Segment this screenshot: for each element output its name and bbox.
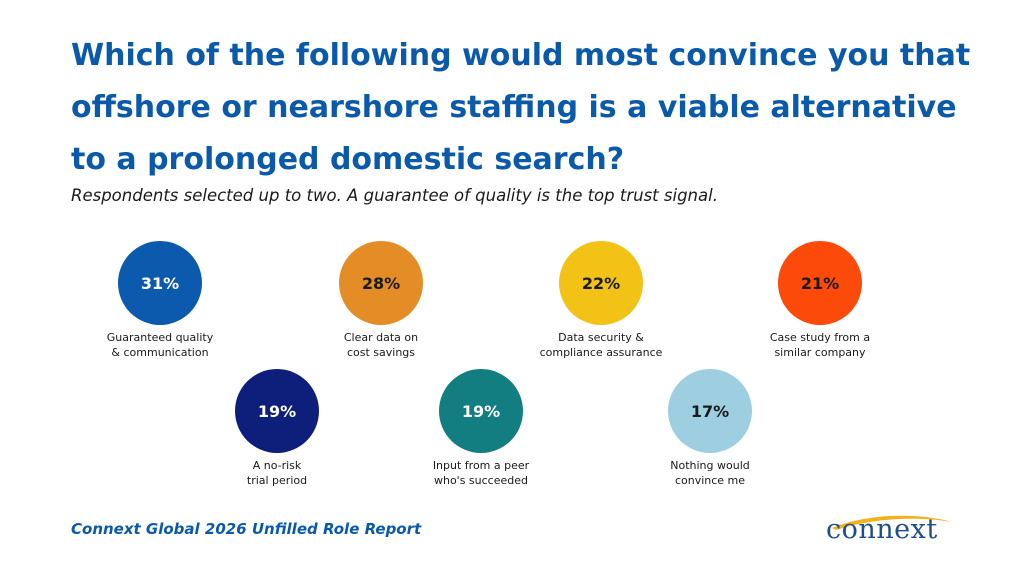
bubble-item: 22% Data security & compliance assurance [506,241,696,360]
bubble-value: 22% [581,273,621,293]
bubble-circle: 19% [439,369,523,453]
bubble-circle: 31% [118,241,202,325]
bubble-label: Data security & compliance assurance [539,331,663,359]
bubble-item: 19% A no-risk trial period [182,369,372,488]
bubble-circle: 17% [668,369,752,453]
bubble-value: 19% [257,401,297,421]
bubble-circle: 21% [778,241,862,325]
bubble-label: Case study from a similar company [769,331,871,359]
report-footer: Connext Global 2026 Unfilled Role Report [71,520,422,538]
bubble-value: 19% [461,401,501,421]
bubble-value: 17% [690,401,730,421]
bubble-circle: 28% [339,241,423,325]
bubble-circle: 22% [559,241,643,325]
bubble-value: 21% [800,273,840,293]
bubble-item: 28% Clear data on cost savings [286,241,476,360]
bubble-item: 19% Input from a peer who's succeeded [386,369,576,488]
bubble-value: 31% [140,273,180,293]
bubble-label: A no-risk trial period [246,459,308,487]
bubble-label: Nothing would convince me [670,459,750,487]
page-title: Which of the following would most convin… [71,38,971,177]
bubble-label: Guaranteed quality & communication [106,331,214,359]
connext-logo: connext [826,514,956,548]
logo-swoosh-icon [832,515,952,530]
bubble-label: Input from a peer who's succeeded [432,459,530,487]
bubble-label: Clear data on cost savings [343,331,419,359]
page-subtitle: Respondents selected up to two. A guaran… [71,186,718,205]
bubble-circle: 19% [235,369,319,453]
logo-text: connext [826,514,938,545]
bubble-item: 17% Nothing would convince me [615,369,805,488]
bubble-value: 28% [361,273,401,293]
bubble-item: 31% Guaranteed quality & communication [65,241,255,360]
bubble-item: 21% Case study from a similar company [725,241,915,360]
